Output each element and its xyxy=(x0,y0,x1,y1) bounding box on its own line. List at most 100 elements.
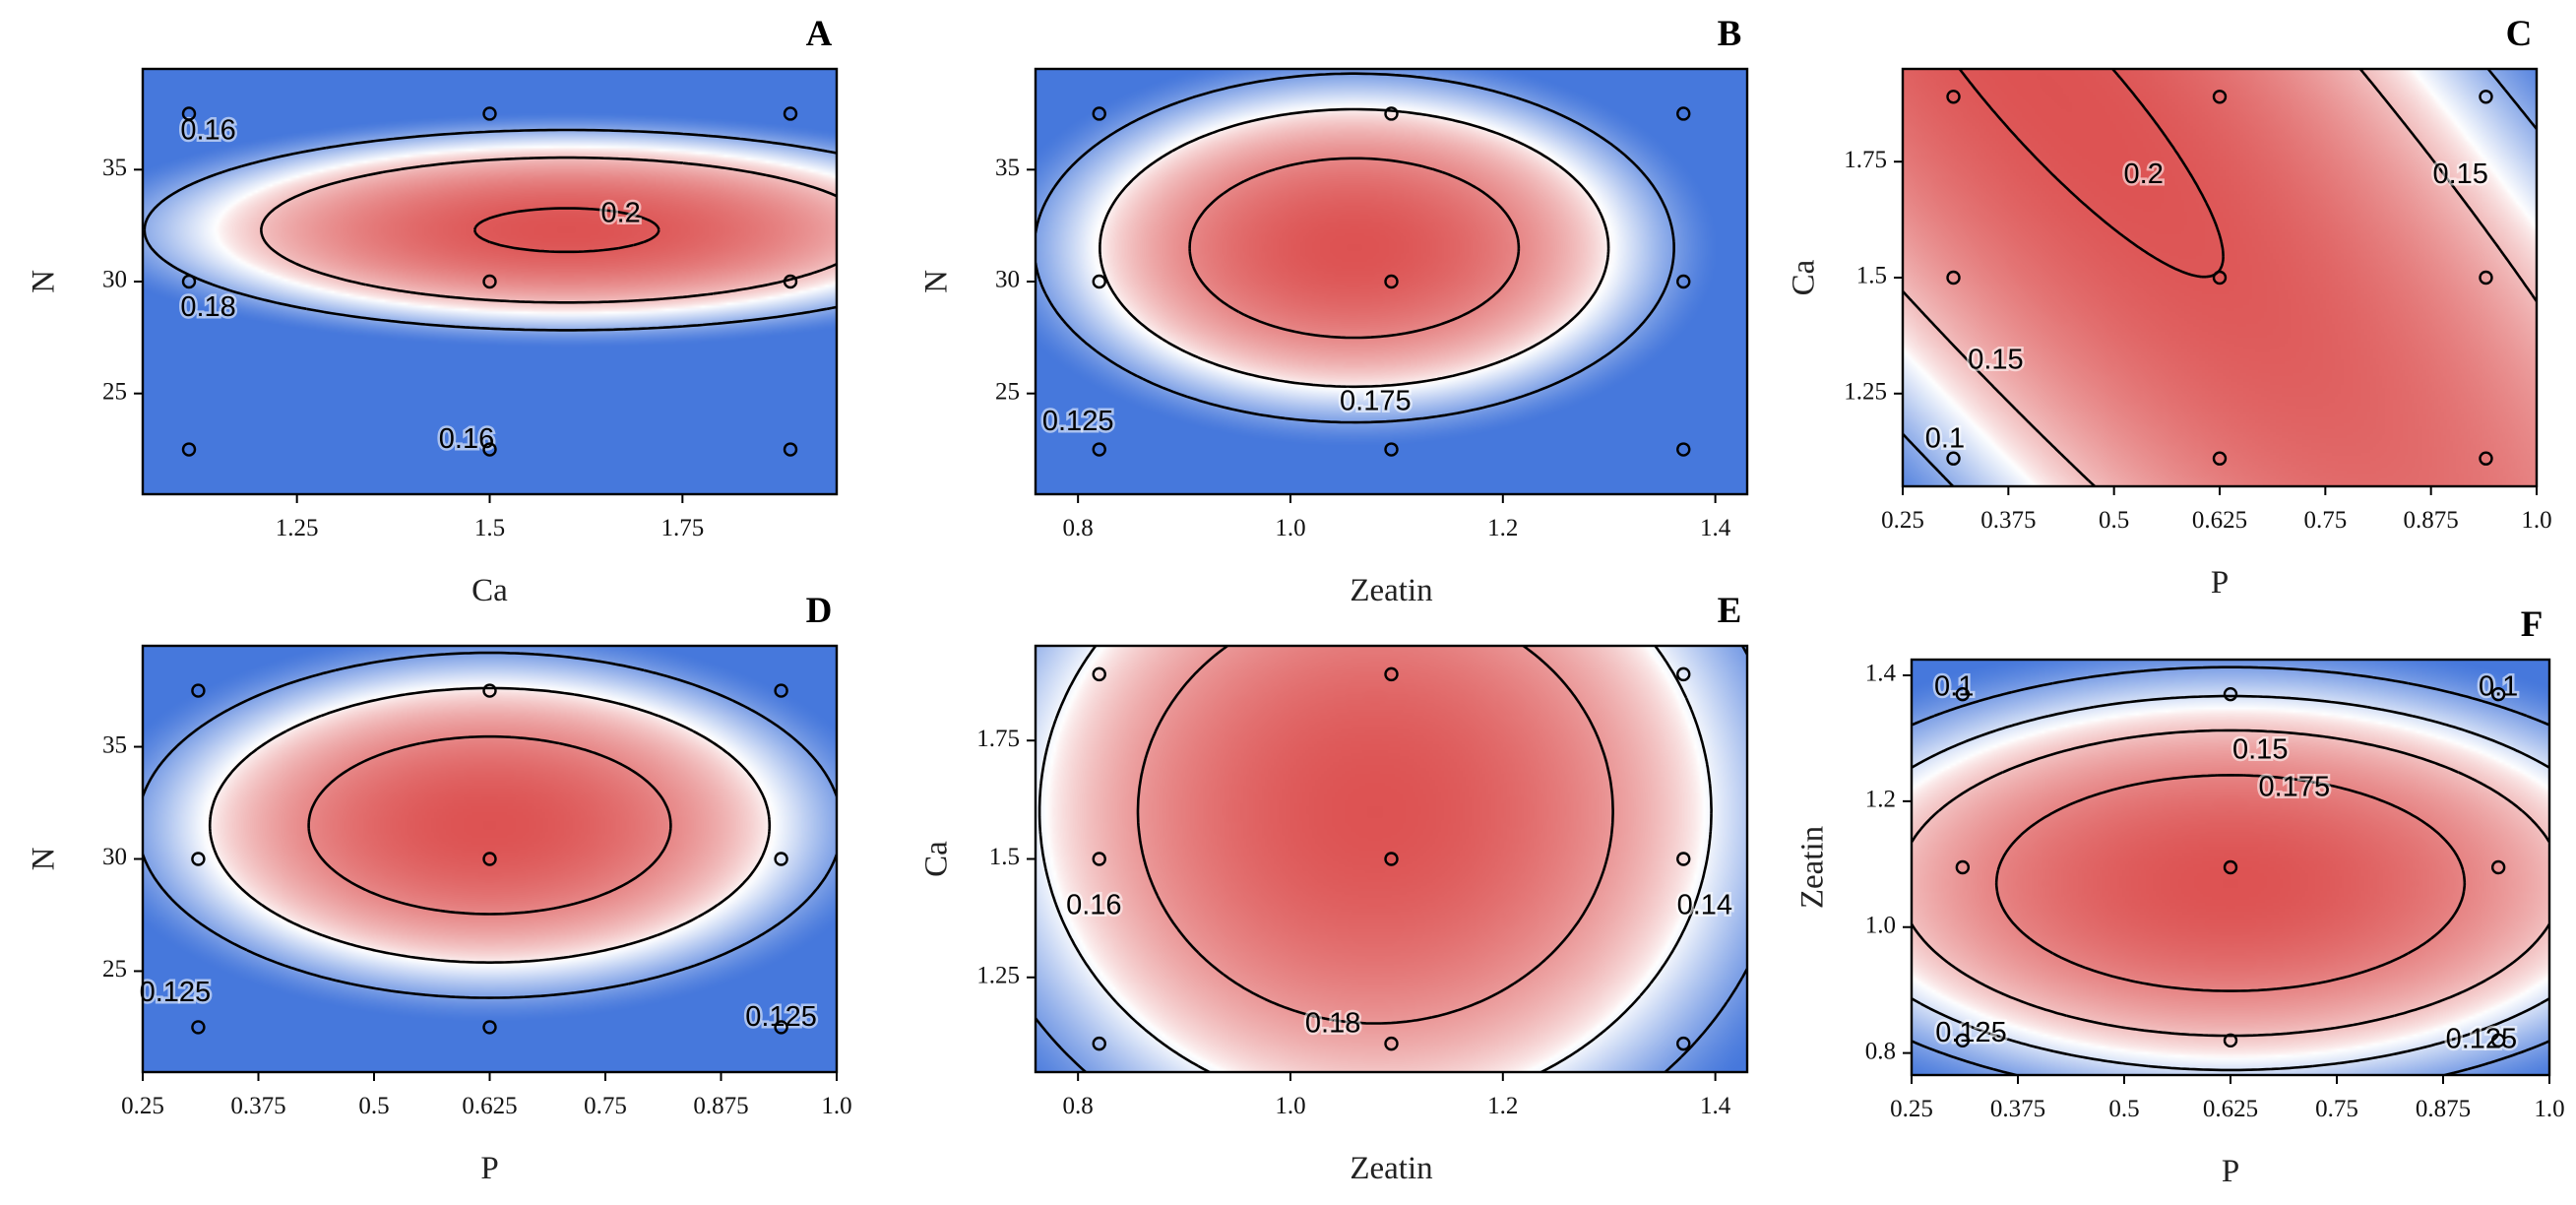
x-tick-label: 1.0 xyxy=(2521,507,2551,534)
y-tick-label: 30 xyxy=(102,844,127,870)
design-point xyxy=(1384,106,1399,121)
x-tick-label: 0.375 xyxy=(230,1093,285,1119)
y-tick-label: 35 xyxy=(995,155,1020,181)
design-point xyxy=(1384,666,1399,682)
x-axis-label: P xyxy=(2211,565,2229,601)
design-point xyxy=(482,106,497,121)
design-point xyxy=(1384,1036,1399,1051)
x-tick-label: 1.25 xyxy=(276,515,319,541)
contour-label: 0.16 xyxy=(1066,889,1121,920)
design-point xyxy=(482,1020,497,1035)
x-axis-label: P xyxy=(2222,1154,2239,1189)
panel-letter: B xyxy=(1718,14,1742,54)
panel-c: 0.2 0.15 0.15 0.1 0.25 0.375 0.5 0.625 0.75 0.875… xyxy=(1787,14,2552,601)
contour-label: 0.125 xyxy=(1935,1017,2007,1048)
contour-label: 0.1 xyxy=(2479,670,2518,702)
x-tick-label: 0.625 xyxy=(2192,507,2247,534)
design-point xyxy=(1384,442,1399,457)
design-point xyxy=(1946,90,1961,104)
panel-letter: E xyxy=(1718,591,1742,631)
y-tick-label: 25 xyxy=(102,956,127,983)
x-axis-label: Ca xyxy=(471,573,508,608)
contour-label: 0.18 xyxy=(1305,1008,1360,1040)
contour-line-0.175 xyxy=(1994,774,2467,992)
contour-line-0.16 xyxy=(1037,646,1713,1072)
contour-line-0.1 xyxy=(1912,666,2549,1075)
x-axis-label: Zeatin xyxy=(1350,573,1432,608)
contour-label: 0.16 xyxy=(180,114,235,146)
panel-b: 0.175 0.125 0.8 1.0 1.2 1.4 25 30 35 Zeatin N B xyxy=(919,14,1749,608)
design-point xyxy=(482,442,497,457)
design-point xyxy=(2479,451,2493,466)
contour-line-0.16 xyxy=(143,128,837,332)
y-tick-label: 1.75 xyxy=(1844,147,1887,173)
design-point xyxy=(1955,686,1971,702)
contour-line-0.125 xyxy=(1036,72,1675,424)
contour-line-0.18 xyxy=(260,156,837,304)
contour-lines xyxy=(143,128,837,332)
x-tick-label: 0.25 xyxy=(1890,1096,1933,1122)
design-point xyxy=(1384,852,1399,866)
design-point xyxy=(1384,274,1399,289)
design-point xyxy=(1092,106,1106,121)
design-point xyxy=(191,852,206,866)
contour-label: 0.16 xyxy=(439,423,494,455)
panel-letter: F xyxy=(2521,604,2544,645)
contour-line-0.15 xyxy=(1903,69,2537,486)
contour-lines xyxy=(1912,666,2549,1075)
heatmap-fill xyxy=(1903,69,2537,486)
design-point xyxy=(1676,852,1691,866)
design-point xyxy=(783,442,798,457)
contour-label: 0.15 xyxy=(1968,344,2023,375)
design-point xyxy=(1092,442,1106,457)
x-tick-label: 1.5 xyxy=(474,515,505,541)
panel-letter: D xyxy=(806,591,833,631)
y-tick-label: 30 xyxy=(102,267,127,293)
design-point xyxy=(774,1020,788,1035)
y-tick-label: 1.4 xyxy=(1865,661,1897,687)
y-axis-label: Ca xyxy=(1787,259,1822,295)
heatmap-fill xyxy=(143,69,837,494)
contour-line-0.125 xyxy=(143,651,837,999)
contour-lines xyxy=(1903,69,2537,486)
contour-label: 0.18 xyxy=(180,291,235,323)
contour-label: 0.175 xyxy=(2259,772,2331,803)
contour-line-0.15 xyxy=(208,686,772,964)
design-point xyxy=(1676,274,1691,289)
y-axis-label: N xyxy=(27,847,62,870)
x-tick-label: 0.75 xyxy=(2303,507,2347,534)
x-tick-label: 1.2 xyxy=(1487,515,1518,541)
x-tick-label: 1.0 xyxy=(1275,1093,1305,1119)
contour-line-0.1 xyxy=(1903,69,2537,486)
heatmap-fill xyxy=(1036,69,1747,494)
design-point xyxy=(482,852,497,866)
contour-label: 0.14 xyxy=(1677,889,1732,920)
x-tick-label: 1.4 xyxy=(1700,515,1731,541)
y-tick-label: 0.8 xyxy=(1865,1038,1896,1064)
contour-line-0.18 xyxy=(1136,646,1614,1025)
x-axis-label: P xyxy=(480,1151,498,1186)
x-tick-label: 1.4 xyxy=(1700,1093,1731,1119)
heatmap-fill xyxy=(143,646,837,1072)
design-point xyxy=(1676,1036,1691,1051)
contour-line-0.15 xyxy=(1099,107,1610,389)
x-tick-label: 0.5 xyxy=(2099,507,2129,534)
contour-label: 0.2 xyxy=(2124,159,2164,190)
design-point xyxy=(181,442,197,457)
y-tick-label: 1.5 xyxy=(1856,263,1887,289)
x-tick-label: 0.875 xyxy=(2404,507,2459,534)
contour-label: 0.125 xyxy=(140,977,212,1008)
y-tick-label: 25 xyxy=(995,378,1020,405)
design-point xyxy=(1676,442,1691,457)
design-point xyxy=(191,1020,206,1035)
contour-lines xyxy=(1036,72,1675,424)
design-point xyxy=(783,106,798,121)
design-point xyxy=(1946,451,1961,466)
y-tick-label: 1.5 xyxy=(989,844,1020,870)
design-point xyxy=(181,106,197,121)
design-point xyxy=(1955,859,1971,875)
contour-line-0.175 xyxy=(1188,157,1521,340)
design-point xyxy=(774,852,788,866)
x-tick-label: 0.8 xyxy=(1063,1093,1094,1119)
